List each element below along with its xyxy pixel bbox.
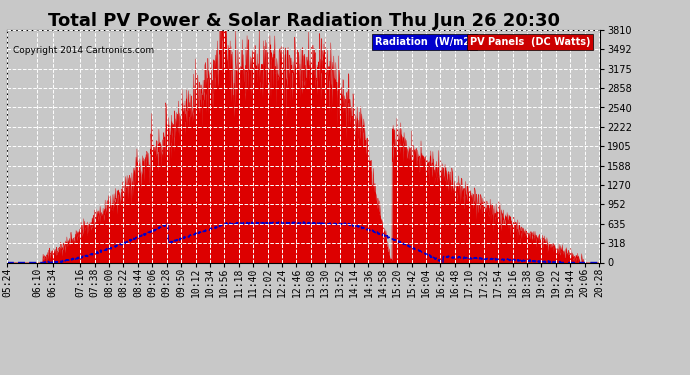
Title: Total PV Power & Solar Radiation Thu Jun 26 20:30: Total PV Power & Solar Radiation Thu Jun…	[48, 12, 560, 30]
Text: Copyright 2014 Cartronics.com: Copyright 2014 Cartronics.com	[13, 46, 154, 55]
Text: PV Panels  (DC Watts): PV Panels (DC Watts)	[470, 37, 590, 47]
Text: Radiation  (W/m2): Radiation (W/m2)	[375, 37, 474, 47]
